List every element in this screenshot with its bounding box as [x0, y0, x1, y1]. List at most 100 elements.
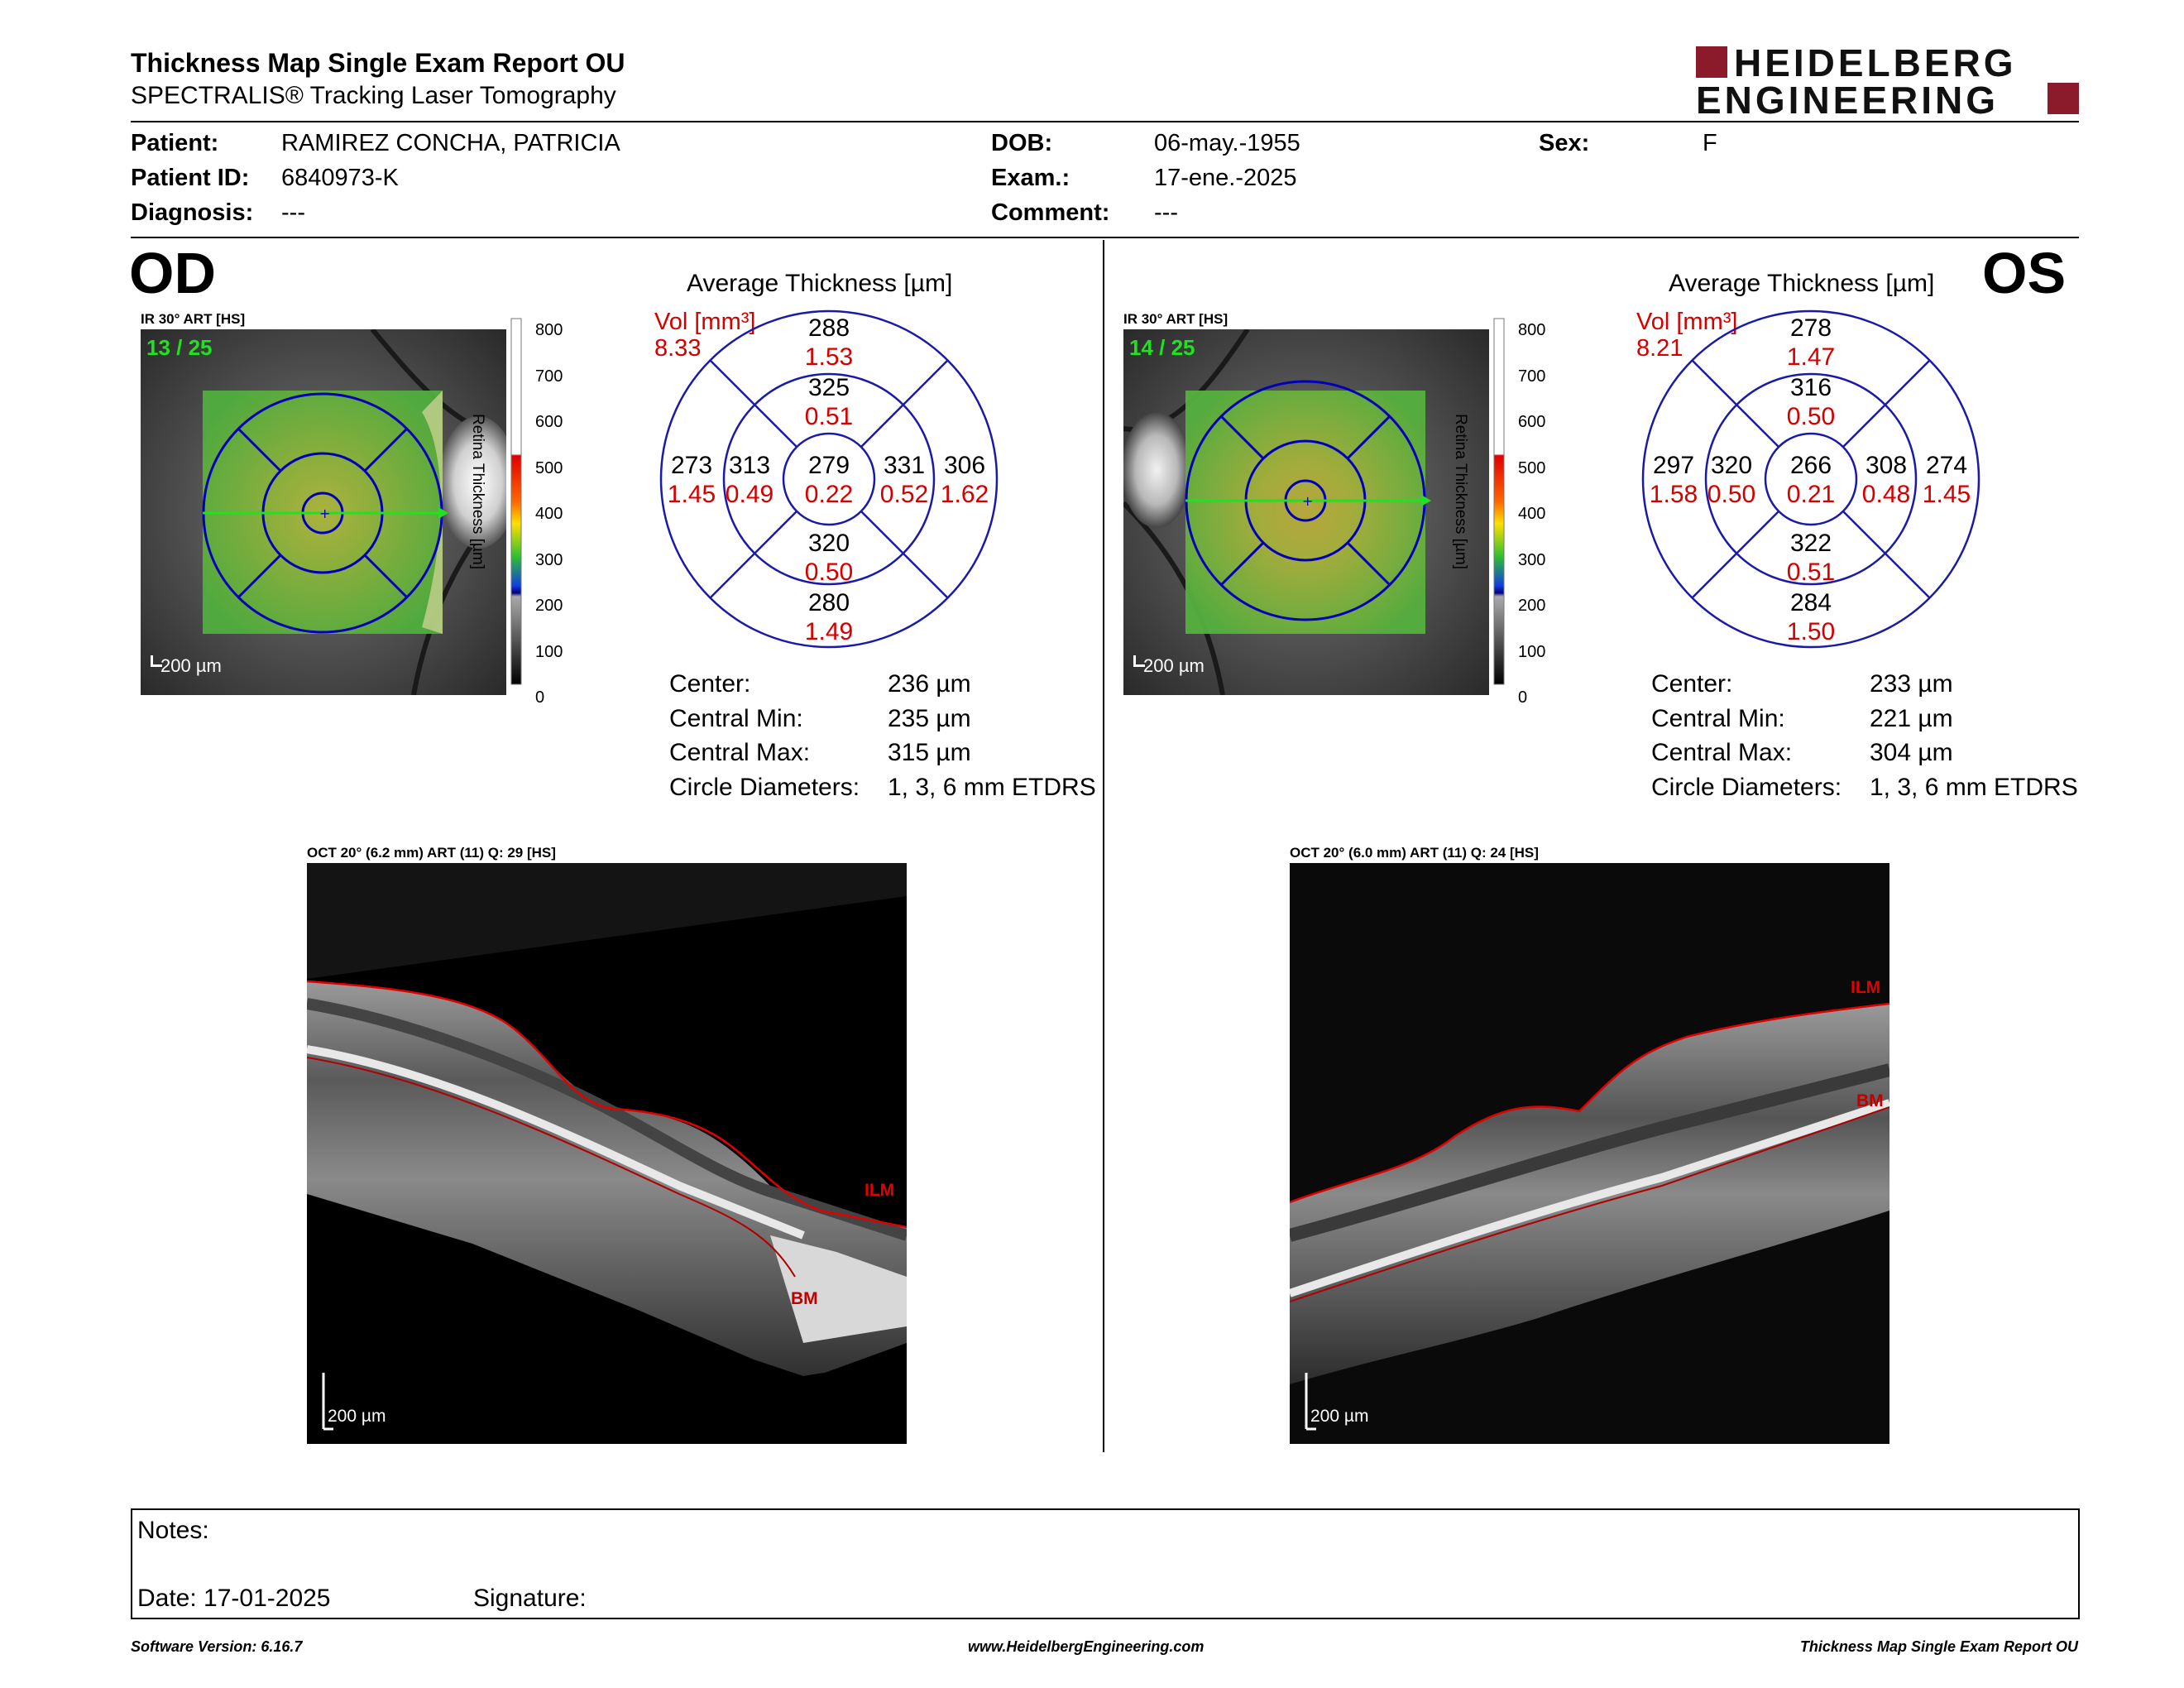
- od-outer-superior-volume: 1.53: [804, 343, 854, 371]
- od-ilm-label: ILM: [864, 1181, 895, 1200]
- os-etdrs-grid: [1640, 309, 1981, 650]
- os-fundus-image: +: [1123, 329, 1489, 695]
- colorbar-tick: 300: [535, 550, 563, 569]
- svg-text:+: +: [319, 506, 330, 521]
- os-avg-title: Average Thickness [µm]: [1669, 270, 1935, 297]
- report-title: Thickness Map Single Exam Report OU: [131, 48, 625, 78]
- signature-label: Signature:: [473, 1585, 587, 1612]
- patient-label: Patient:: [131, 130, 219, 156]
- od-circle-diam-label: Circle Diameters:: [669, 774, 860, 801]
- os-bm-label: BM: [1856, 1091, 1884, 1110]
- colorbar-tick: 0: [535, 688, 545, 707]
- os-inner-superior-volume: 0.50: [1786, 403, 1836, 430]
- dob-label: DOB:: [991, 130, 1053, 156]
- os-ir-label: IR 30° ART [HS]: [1123, 311, 1228, 327]
- notes-label: Notes:: [137, 1517, 209, 1544]
- os-central-min-value: 221 µm: [1870, 705, 1953, 732]
- os-inner-inferior-thickness: 322: [1789, 530, 1832, 557]
- diagnosis-value: ---: [281, 199, 305, 226]
- os-inner-temporal-thickness: 320: [1710, 452, 1753, 479]
- dob-value: 06-may.-1955: [1154, 130, 1300, 156]
- od-outer-superior-thickness: 288: [807, 314, 850, 342]
- od-center-value: 236 µm: [888, 670, 971, 698]
- colorbar-tick: 600: [535, 413, 563, 431]
- od-center-volume: 0.22: [804, 481, 854, 508]
- os-oct-scale-label: 200 µm: [1310, 1407, 1369, 1426]
- sex-label: Sex:: [1539, 130, 1590, 156]
- od-oct-scale-label: 200 µm: [328, 1407, 386, 1426]
- colorbar-tick: 700: [535, 367, 563, 386]
- od-ir-label: IR 30° ART [HS]: [141, 311, 246, 327]
- os-scale-bar: [1133, 655, 1145, 667]
- od-inner-superior-volume: 0.51: [804, 403, 854, 430]
- colorbar-tick: 0: [1518, 688, 1528, 707]
- os-outer-temporal-volume: 1.58: [1649, 481, 1698, 508]
- exam-label: Exam.:: [991, 165, 1070, 191]
- od-avg-title: Average Thickness [µm]: [687, 270, 953, 297]
- od-outer-inferior-volume: 1.49: [804, 618, 854, 645]
- notes-box[interactable]: Notes: Date: 17-01-2025 Signature:: [131, 1508, 2080, 1619]
- colorbar-tick: 100: [1518, 642, 1546, 661]
- od-oct-label: OCT 20° (6.2 mm) ART (11) Q: 29 [HS]: [307, 845, 556, 861]
- svg-text:+: +: [1302, 493, 1313, 509]
- od-central-max-label: Central Max:: [669, 739, 811, 766]
- os-outer-inferior-volume: 1.50: [1786, 618, 1836, 645]
- od-outer-nasal-thickness: 306: [943, 452, 986, 479]
- colorbar-tick: 400: [535, 505, 563, 523]
- footer-software-version: Software Version: 6.16.7: [131, 1638, 303, 1655]
- os-outer-nasal-thickness: 274: [1925, 452, 1968, 479]
- heidelberg-logo: HEIDELBERG ENGINEERING: [1696, 41, 2081, 122]
- colorbar-tick: 500: [1518, 458, 1546, 477]
- os-ilm-label: ILM: [1851, 978, 1881, 997]
- od-outer-temporal-volume: 1.45: [667, 481, 716, 508]
- colorbar-tick: 100: [535, 642, 563, 661]
- colorbar-tick: 500: [535, 458, 563, 477]
- od-outer-nasal-volume: 1.62: [940, 481, 989, 508]
- od-center-label: Center:: [669, 670, 751, 698]
- colorbar-tick: 600: [1518, 413, 1546, 431]
- date-label: Date: 17-01-2025: [137, 1585, 331, 1612]
- od-scale-label: 200 µm: [160, 655, 222, 676]
- od-inner-superior-thickness: 325: [807, 374, 850, 401]
- os-oct-bscan: [1290, 863, 1889, 1444]
- od-central-min-label: Central Min:: [669, 705, 803, 732]
- od-circle-diam-value: 1, 3, 6 mm ETDRS: [888, 774, 1096, 801]
- os-center-thickness: 266: [1789, 452, 1832, 479]
- od-outer-inferior-thickness: 280: [807, 589, 850, 616]
- os-frame-counter: 14 / 25: [1129, 335, 1195, 360]
- os-center-value: 233 µm: [1870, 670, 1953, 698]
- od-inner-temporal-thickness: 313: [728, 452, 771, 479]
- sex-value: F: [1703, 130, 1717, 156]
- logo-text-top: HEIDELBERG: [1734, 43, 2017, 84]
- os-scale-label: 200 µm: [1143, 655, 1205, 676]
- od-inner-nasal-thickness: 331: [883, 452, 926, 479]
- od-thickness-colorbar: [506, 317, 589, 689]
- os-inner-nasal-volume: 0.48: [1861, 481, 1911, 508]
- os-outer-superior-thickness: 278: [1789, 314, 1832, 342]
- od-colorbar-axis-label: Retina Thickness [µm]: [469, 414, 486, 569]
- os-circle-diam-label: Circle Diameters:: [1651, 774, 1842, 801]
- od-bm-label: BM: [791, 1289, 818, 1308]
- od-etdrs-grid: [659, 309, 999, 650]
- os-oct-label: OCT 20° (6.0 mm) ART (11) Q: 24 [HS]: [1290, 845, 1539, 861]
- colorbar-tick: 800: [1518, 321, 1546, 339]
- os-central-min-label: Central Min:: [1651, 705, 1785, 732]
- colorbar-tick: 400: [1518, 505, 1546, 523]
- comment-value: ---: [1154, 199, 1178, 226]
- header-divider: [131, 121, 2079, 122]
- od-eye-label: OD: [129, 241, 216, 305]
- od-vol-label: Vol [mm³]: [654, 309, 756, 335]
- od-fundus-image: +: [141, 329, 506, 695]
- colorbar-tick: 200: [1518, 597, 1546, 615]
- os-center-volume: 0.21: [1786, 481, 1836, 508]
- od-inner-temporal-volume: 0.49: [725, 481, 774, 508]
- od-scale-bar: [151, 655, 162, 667]
- os-colorbar-ticks: 800 700 600 500 400 300 200 100 0: [1518, 308, 1545, 722]
- od-oct-bscan: [307, 863, 907, 1444]
- os-outer-temporal-thickness: 297: [1652, 452, 1695, 479]
- os-outer-nasal-volume: 1.45: [1922, 481, 1971, 508]
- patient-divider: [131, 237, 2079, 238]
- od-inner-inferior-volume: 0.50: [804, 559, 854, 586]
- os-circle-diam-value: 1, 3, 6 mm ETDRS: [1870, 774, 2078, 801]
- patient-id: 6840973-K: [281, 165, 399, 191]
